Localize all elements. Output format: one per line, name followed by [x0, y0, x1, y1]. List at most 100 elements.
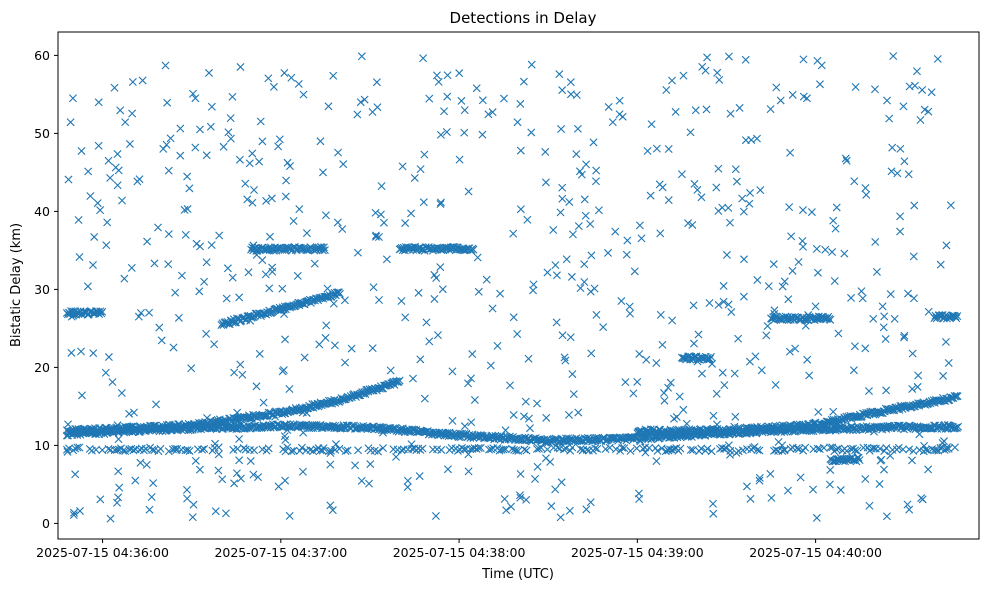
detection-marker [731, 165, 740, 174]
detection-marker [166, 134, 175, 143]
detection-marker [189, 500, 198, 509]
detection-marker [68, 94, 77, 103]
detection-marker [712, 183, 721, 192]
detection-marker [870, 85, 879, 94]
detection-marker [376, 210, 385, 219]
detection-marker [281, 476, 290, 485]
detection-marker [831, 224, 840, 233]
y-axis-label: Bistatic Delay (km) [9, 223, 24, 347]
detection-marker [375, 295, 383, 304]
detection-marker [235, 435, 244, 444]
detection-marker [262, 196, 271, 205]
detection-marker [697, 193, 706, 202]
detection-marker [142, 460, 151, 469]
detection-marker [443, 465, 452, 474]
detection-marker [878, 302, 887, 311]
detection-marker [252, 382, 261, 391]
detection-marker [420, 394, 429, 403]
detection-marker [280, 310, 289, 319]
detection-marker [635, 349, 644, 358]
detection-marker [826, 465, 835, 474]
detection-marker [372, 232, 381, 241]
detection-marker [551, 261, 560, 270]
detection-marker [686, 128, 695, 137]
detection-marker [725, 450, 734, 459]
detection-marker [646, 191, 655, 200]
detection-marker [96, 206, 105, 215]
detection-marker [419, 54, 428, 63]
detection-marker [813, 444, 822, 453]
detection-marker [236, 360, 245, 369]
detection-marker [629, 389, 638, 398]
detection-marker [788, 90, 797, 99]
detection-marker [684, 219, 693, 228]
detection-marker [893, 169, 902, 178]
detection-marker [719, 297, 728, 306]
detection-marker [886, 290, 895, 299]
detection-marker [156, 444, 165, 453]
detection-marker [86, 192, 95, 201]
detection-marker [611, 445, 620, 454]
detection-marker [574, 408, 583, 417]
detection-marker [238, 370, 247, 379]
detection-marker [698, 369, 706, 378]
detection-marker [712, 389, 721, 398]
detection-marker [177, 271, 186, 280]
detection-marker [861, 475, 870, 483]
detection-marker [847, 293, 856, 302]
detection-marker [944, 424, 953, 433]
detection-marker [885, 114, 894, 123]
detection-marker [565, 197, 574, 206]
detection-marker [357, 52, 366, 61]
detection-marker [203, 413, 212, 422]
detection-marker [611, 227, 620, 236]
detection-marker [851, 446, 860, 455]
detection-marker [938, 396, 946, 405]
detection-marker [519, 77, 528, 86]
detection-marker [889, 52, 898, 61]
detection-marker [582, 160, 591, 169]
x-tick-label: 2025-07-15 04:39:00 [571, 545, 704, 560]
detection-marker [872, 267, 881, 276]
detection-marker [825, 480, 834, 489]
detection-marker [522, 495, 531, 504]
detection-marker [533, 399, 542, 408]
detection-marker [541, 438, 550, 447]
detection-marker [202, 329, 211, 338]
detection-marker [726, 218, 734, 227]
detection-marker [879, 323, 888, 332]
detection-marker [241, 179, 250, 188]
detection-marker [149, 479, 158, 488]
detection-marker [804, 311, 813, 320]
detection-marker [592, 166, 601, 175]
detection-marker [537, 443, 546, 452]
detection-marker [714, 300, 723, 309]
detection-marker [410, 173, 419, 182]
detection-marker [556, 208, 565, 217]
detection-marker [755, 473, 764, 482]
detection-marker [677, 431, 686, 440]
detection-marker [586, 220, 595, 228]
detection-marker [565, 410, 573, 419]
detection-marker [772, 83, 781, 92]
detection-marker [302, 229, 311, 238]
detection-marker [796, 473, 805, 482]
detection-marker [183, 494, 192, 503]
detection-marker [953, 312, 962, 321]
detection-marker [689, 339, 698, 348]
detection-marker [615, 110, 624, 119]
detection-marker [691, 106, 700, 115]
detection-marker [419, 198, 428, 207]
detection-marker [285, 162, 294, 171]
detection-marker [378, 428, 387, 437]
detection-marker [265, 232, 274, 241]
detection-marker [702, 105, 711, 114]
detection-marker [506, 381, 514, 390]
detection-marker [329, 71, 338, 80]
detection-marker [841, 154, 850, 163]
detection-marker [549, 226, 558, 235]
detection-marker [182, 485, 191, 494]
detection-marker [811, 418, 820, 427]
detection-marker [469, 245, 478, 254]
